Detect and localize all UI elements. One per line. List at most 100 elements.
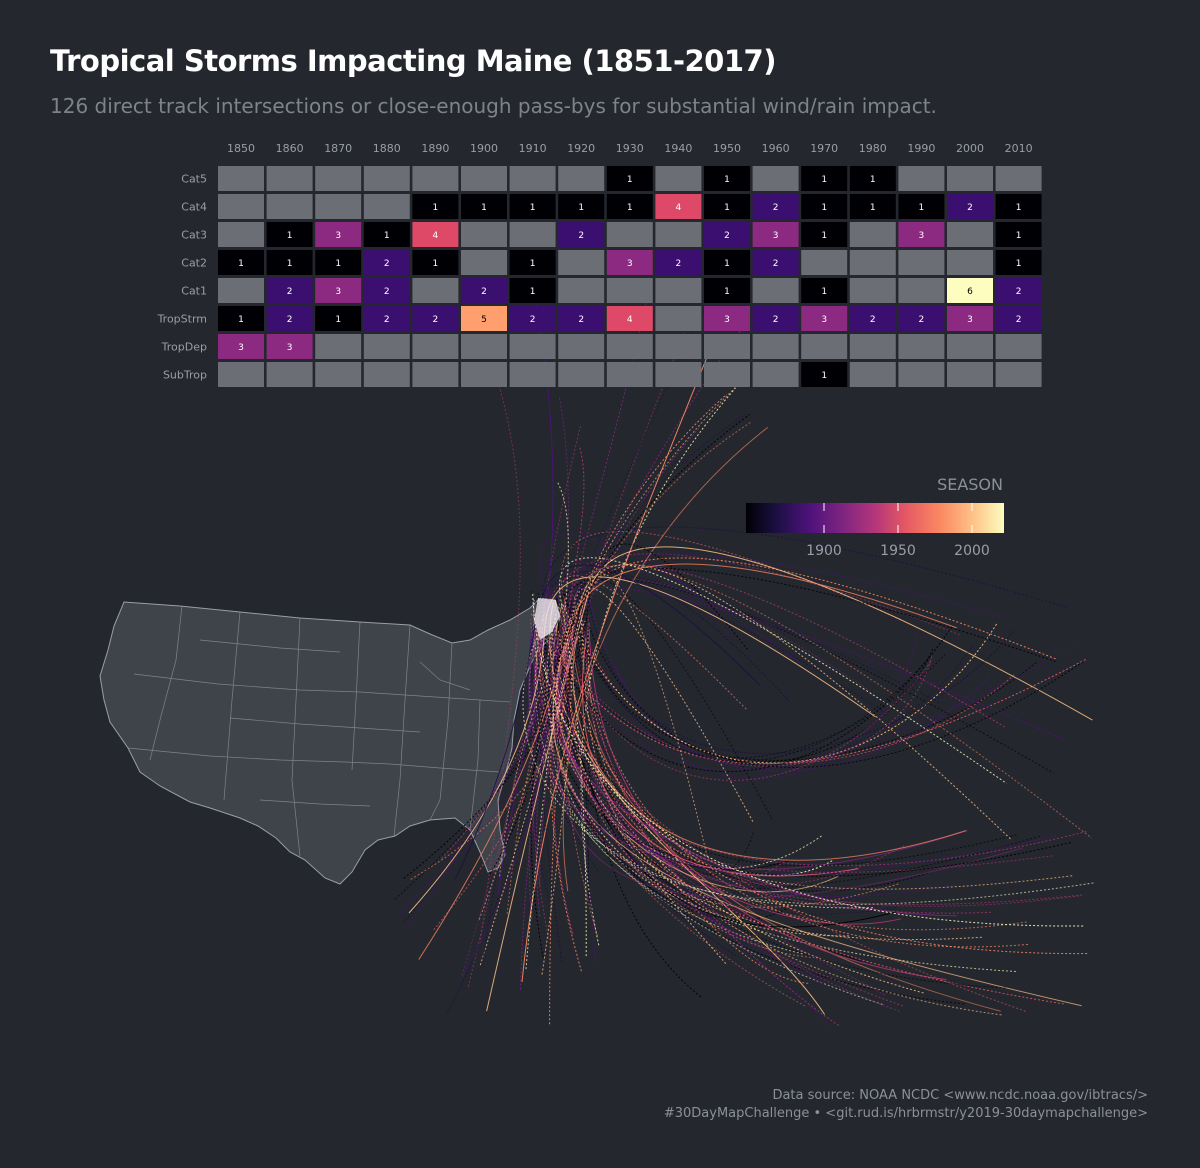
heatmap-cell xyxy=(461,194,507,219)
decade-label: 2010 xyxy=(1005,142,1033,155)
heatmap-count: 1 xyxy=(433,259,439,269)
heatmap-cell xyxy=(898,194,945,219)
heatmap-count: 2 xyxy=(530,315,536,325)
decade-label: 2000 xyxy=(956,142,984,155)
heatmap-cell xyxy=(315,306,362,331)
heatmap-cell xyxy=(752,250,799,275)
heatmap-count: 2 xyxy=(287,287,293,297)
heatmap-cell xyxy=(704,334,750,359)
storm-track xyxy=(587,629,1073,890)
storm-track xyxy=(403,543,748,879)
category-label: TropDep xyxy=(161,341,207,354)
heatmap-cell xyxy=(461,222,507,247)
heatmap-cell xyxy=(509,166,556,191)
heatmap-cell xyxy=(315,278,362,303)
storm-track xyxy=(410,575,747,880)
storm-track xyxy=(540,622,953,773)
category-label: Cat4 xyxy=(181,201,207,214)
storm-track xyxy=(561,618,751,918)
heatmap-cell xyxy=(947,222,993,247)
storm-track xyxy=(544,607,787,921)
heatmap-count: 2 xyxy=(773,315,779,325)
heatmap-count: 1 xyxy=(530,259,536,269)
heatmap-cell xyxy=(704,250,750,275)
heatmap-count: 1 xyxy=(335,315,341,325)
storm-track xyxy=(566,594,736,908)
decade-label: 1970 xyxy=(810,142,838,155)
heatmap-count: 2 xyxy=(481,287,487,297)
heatmap-count: 1 xyxy=(870,175,876,185)
storm-track xyxy=(530,414,751,958)
heatmap-count: 2 xyxy=(384,287,390,297)
heatmap-cell xyxy=(412,222,459,247)
storm-track xyxy=(565,592,885,996)
heatmap-cell xyxy=(752,194,799,219)
heatmap-cell xyxy=(461,278,507,303)
decade-label: 1940 xyxy=(664,142,692,155)
storm-track xyxy=(533,599,822,869)
decade-label: 1990 xyxy=(907,142,935,155)
storm-track xyxy=(553,611,1056,875)
heatmap-count: 1 xyxy=(1016,203,1022,213)
heatmap-cell xyxy=(898,306,945,331)
heatmap-cell xyxy=(266,278,313,303)
heatmap-count: 4 xyxy=(433,231,439,241)
heatmap-cell xyxy=(655,278,702,303)
heatmap-cell xyxy=(947,166,993,191)
heatmap-cell xyxy=(801,306,848,331)
storm-track xyxy=(521,352,710,983)
heatmap-cell xyxy=(461,250,507,275)
storm-track xyxy=(522,633,874,909)
heatmap-cell xyxy=(606,166,653,191)
heatmap-count: 2 xyxy=(773,203,779,213)
storm-track xyxy=(556,598,896,928)
storm-track xyxy=(489,567,1058,875)
heatmap-cell xyxy=(606,222,653,247)
storm-track xyxy=(497,301,554,895)
heatmap-count: 1 xyxy=(821,287,827,297)
heatmap-cell xyxy=(849,194,896,219)
legend-break-label: 1950 xyxy=(880,543,916,559)
heatmap-cell xyxy=(849,250,896,275)
heatmap-count: 1 xyxy=(821,203,827,213)
heatmap-count: 2 xyxy=(919,315,925,325)
storm-track xyxy=(550,635,1087,867)
storm-track xyxy=(550,393,727,972)
season-legend: SEASON 1900 1950 2000 xyxy=(746,475,1004,559)
storm-track xyxy=(535,610,819,959)
storm-track xyxy=(561,607,1006,989)
page-subtitle: 126 direct track intersections or close-… xyxy=(50,94,937,118)
heatmap-cell xyxy=(947,362,993,387)
heatmap-cell xyxy=(801,222,848,247)
heatmap-cell xyxy=(315,222,362,247)
heatmap-count: 1 xyxy=(870,203,876,213)
heatmap-cell xyxy=(801,334,848,359)
storm-track xyxy=(534,608,803,955)
heatmap-cell xyxy=(655,250,702,275)
decade-label: 1910 xyxy=(519,142,547,155)
heatmap-cell xyxy=(655,306,702,331)
storm-track xyxy=(574,596,809,984)
heatmap-count: 2 xyxy=(870,315,876,325)
heatmap-cell xyxy=(606,362,653,387)
heatmap-cell xyxy=(704,166,750,191)
storm-track xyxy=(460,587,1064,981)
heatmap-cell xyxy=(947,278,993,303)
storm-tracks xyxy=(394,301,1094,1029)
heatmap-count: 1 xyxy=(1016,259,1022,269)
heatmap-cell xyxy=(898,166,945,191)
heatmap-count: 1 xyxy=(724,175,730,185)
storm-track xyxy=(557,618,1041,890)
storm-track xyxy=(479,380,521,944)
heatmap-cell xyxy=(606,334,653,359)
storm-track xyxy=(564,606,905,886)
heatmap-cell xyxy=(461,334,507,359)
heatmap-count: 1 xyxy=(627,175,633,185)
heatmap-cell xyxy=(752,306,799,331)
heatmap-count: 3 xyxy=(335,287,341,297)
heatmap-count: 2 xyxy=(433,315,439,325)
decade-label: 1850 xyxy=(227,142,255,155)
category-heatmap: 1850 1860 1870 1880 1890 1900 1910 1920 1930 1940… xyxy=(157,142,1042,387)
storm-track xyxy=(559,557,1007,957)
heatmap-cell xyxy=(704,222,750,247)
